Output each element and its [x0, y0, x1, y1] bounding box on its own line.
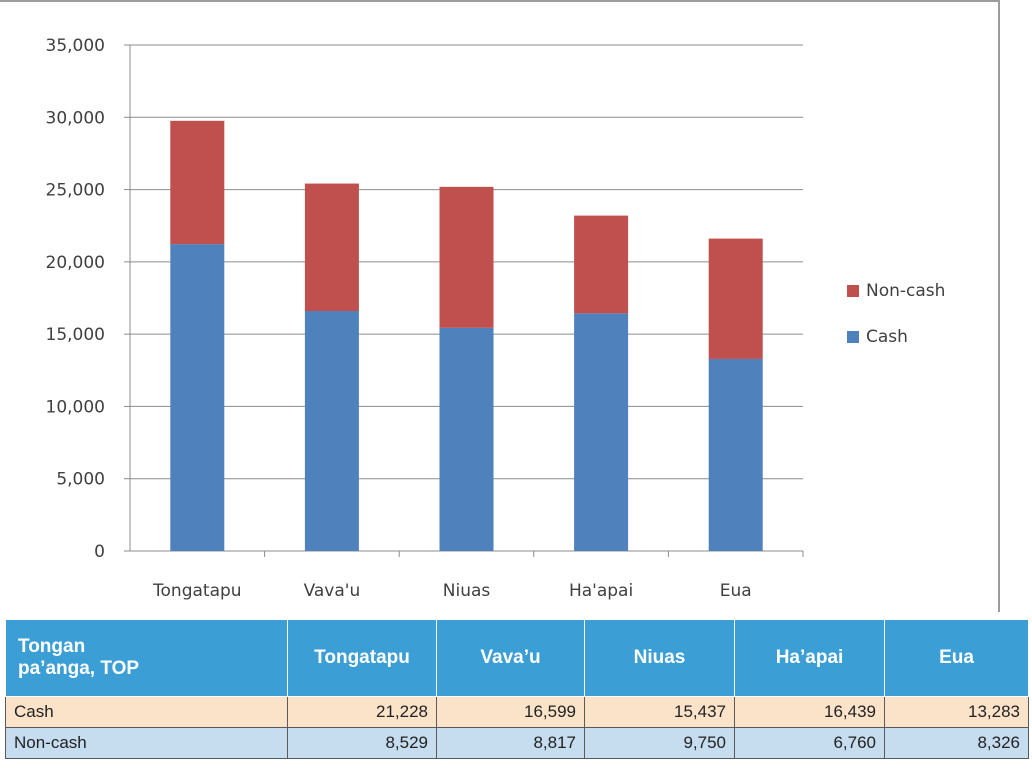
table-header-vavau: Vava’u — [436, 619, 585, 697]
data-table: Tongan pa’anga, TOP Tongatapu Vava’u Niu… — [5, 619, 1029, 759]
row-label-noncash: Non-cash — [5, 727, 288, 759]
table-header-haapai: Ha’apai — [734, 619, 885, 697]
table-cell: 8,529 — [287, 727, 437, 759]
bar-cash-2 — [439, 327, 494, 551]
x-tick-label: Eua — [720, 581, 752, 601]
y-tick-label: 20,000 — [46, 253, 105, 273]
table-row-noncash: Non-cash 8,529 8,817 9,750 6,760 8,326 — [5, 727, 1029, 759]
row-label-cash: Cash — [5, 696, 288, 728]
table-cell: 6,760 — [734, 727, 885, 759]
bar-cash-4 — [708, 358, 763, 551]
table-header-eua: Eua — [884, 619, 1029, 697]
y-tick-label: 35,000 — [46, 36, 105, 56]
y-tick-label: 0 — [94, 542, 105, 562]
legend-swatch-cash — [847, 331, 859, 343]
table-header-tongatapu: Tongatapu — [287, 619, 437, 697]
table-cell: 16,439 — [734, 696, 885, 728]
x-tick-label: Ha'apai — [569, 581, 633, 601]
bar-noncash-0 — [170, 120, 225, 245]
corner-label-line2: pa’anga, TOP — [18, 658, 140, 679]
bar-cash-0 — [170, 244, 225, 552]
x-tick-label: Tongatapu — [152, 581, 242, 601]
bar-cash-1 — [304, 311, 359, 551]
legend-label-cash: Cash — [866, 327, 908, 347]
table-cell: 16,599 — [436, 696, 585, 728]
bar-noncash-1 — [304, 183, 359, 312]
chart-frame — [0, 0, 1000, 612]
y-tick-label: 5,000 — [56, 470, 105, 490]
table-cell: 8,817 — [436, 727, 585, 759]
bar-noncash-3 — [574, 215, 629, 314]
table-corner-header: Tongan pa’anga, TOP — [5, 619, 288, 697]
table-header-niuas: Niuas — [584, 619, 735, 697]
corner-label-line1: Tongan — [18, 636, 86, 657]
table-row-cash: Cash 21,228 16,599 15,437 16,439 13,283 — [5, 696, 1029, 728]
table-cell: 9,750 — [584, 727, 735, 759]
x-tick-label: Vava'u — [304, 581, 361, 601]
bar-cash-3 — [574, 313, 629, 551]
x-tick-label: Niuas — [443, 581, 491, 601]
legend-label-noncash: Non-cash — [866, 281, 945, 301]
table-cell: 15,437 — [584, 696, 735, 728]
table-cell: 21,228 — [287, 696, 437, 728]
table-cell: 8,326 — [884, 727, 1029, 759]
y-tick-label: 15,000 — [46, 325, 105, 345]
legend-swatch-noncash — [847, 285, 859, 297]
stacked-bar-chart: 0 5,000 10,000 15,000 20,000 25,000 30,000 35,0… — [46, 36, 946, 601]
bar-noncash-2 — [439, 186, 494, 328]
y-tick-label: 30,000 — [46, 108, 105, 128]
table-cell: 13,283 — [884, 696, 1029, 728]
y-tick-label: 25,000 — [46, 181, 105, 201]
table-header-row: Tongan pa’anga, TOP Tongatapu Vava’u Niu… — [5, 619, 1029, 697]
y-tick-label: 10,000 — [46, 397, 105, 417]
bar-noncash-4 — [708, 238, 763, 359]
